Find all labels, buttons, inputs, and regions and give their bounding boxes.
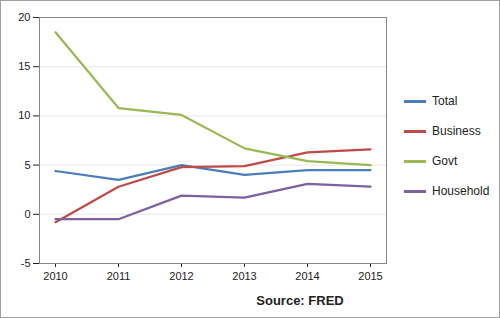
svg-text:2013: 2013 [232,270,256,282]
html-text:Total: Total [432,94,458,108]
svg-text:20: 20 [18,11,30,23]
svg-text:-5: -5 [21,257,31,269]
svg-text:2010: 2010 [43,270,67,282]
svg-text:0: 0 [24,208,30,220]
svg-text:10: 10 [18,109,30,121]
html-text:Source: FRED: Source: FRED [256,293,344,308]
svg-text:15: 15 [18,60,30,72]
svg-text:2014: 2014 [295,270,319,282]
html-text:Household: Household [432,184,490,198]
svg-text:2011: 2011 [107,270,131,282]
html-text:Govt: Govt [432,154,458,168]
html-text:Business: Business [432,124,481,138]
svg-text:5: 5 [24,159,30,171]
svg-text:2012: 2012 [169,270,193,282]
svg-text:2015: 2015 [358,270,382,282]
